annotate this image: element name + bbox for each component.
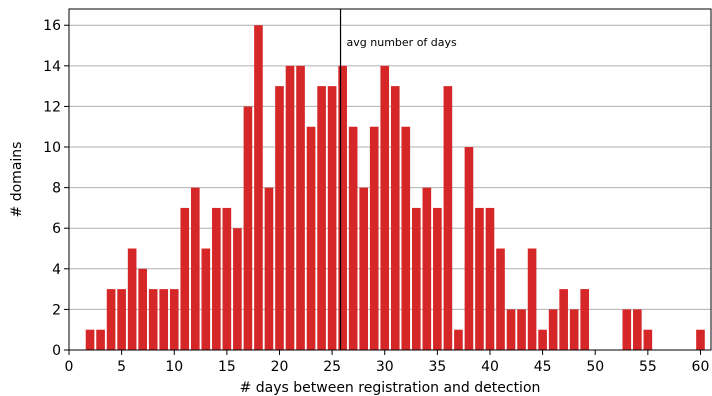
mean-line-annotation: avg number of days [347,36,457,49]
bar [222,207,232,350]
x-tick-label: 0 [65,359,74,375]
bar [338,65,347,350]
y-tick-label: 0 [52,343,61,359]
bar [622,309,632,350]
bar [212,207,221,350]
bar [696,329,705,350]
bar [496,248,505,350]
bar [180,207,190,350]
bar [275,86,284,350]
bar [106,289,116,350]
bar [359,187,369,350]
bar [527,248,537,350]
mean-line-group: avg number of days [339,9,457,350]
bar [264,187,274,350]
bar [369,126,379,350]
x-tick-label: 25 [323,359,341,375]
x-tick-label: 60 [692,359,710,375]
bar [169,289,179,350]
x-tick-label: 55 [639,359,657,375]
bar [117,289,126,350]
bar [538,329,547,350]
bar [190,187,200,350]
x-tick-label: 10 [165,359,183,375]
x-tick-label: 30 [376,359,394,375]
bar [348,126,358,350]
bar [380,65,390,350]
bar [285,65,295,350]
x-tick-label: 35 [428,359,446,375]
bar [485,207,495,350]
bar [475,207,484,350]
bar [633,309,642,350]
plot-frame [68,8,712,351]
bar [296,65,305,350]
bar [569,309,579,350]
bar [138,268,147,350]
bar [127,248,137,350]
bar [464,147,474,350]
bar [506,309,516,350]
bar [443,86,453,350]
y-tick-label: 2 [52,302,61,318]
bar [517,309,526,350]
y-axis-label: # domains [9,142,25,218]
x-axis-label: # days between registration and detectio… [240,380,541,396]
bar [201,248,211,350]
bar [96,329,105,350]
bar [411,207,421,350]
bar [243,106,253,350]
bar [159,289,169,350]
x-tick-label: 50 [586,359,604,375]
bar [390,86,400,350]
bar [580,289,590,350]
bar [148,289,158,350]
y-tick-label: 14 [43,59,61,75]
x-tick-label: 40 [481,359,499,375]
bar [454,329,463,350]
bar [317,86,326,350]
x-tick-label: 45 [534,359,552,375]
x-tick-label: 20 [271,359,289,375]
bar [643,329,653,350]
bar [433,207,442,350]
bar [548,309,558,350]
grid-lines [69,24,711,310]
y-tick-label: 12 [43,99,61,115]
bar [401,126,411,350]
bar [559,289,568,350]
x-tick-label: 15 [218,359,236,375]
x-tick-label: 5 [117,359,126,375]
x-axis-ticks: 0 5 10 15 20 25 30 35 40 45 50 55 60 [65,350,710,375]
bar [254,25,263,350]
bar [306,126,316,350]
bar [233,228,242,350]
y-tick-label: 8 [52,181,61,197]
y-axis-ticks: 0 2 4 6 8 10 12 14 16 [43,18,69,359]
y-tick-label: 4 [52,262,61,278]
bar [327,86,337,350]
bar [422,187,432,350]
y-tick-label: 6 [52,221,61,237]
bars [85,25,705,350]
bar [85,329,95,350]
y-tick-label: 10 [43,140,61,156]
y-tick-label: 16 [43,18,61,34]
